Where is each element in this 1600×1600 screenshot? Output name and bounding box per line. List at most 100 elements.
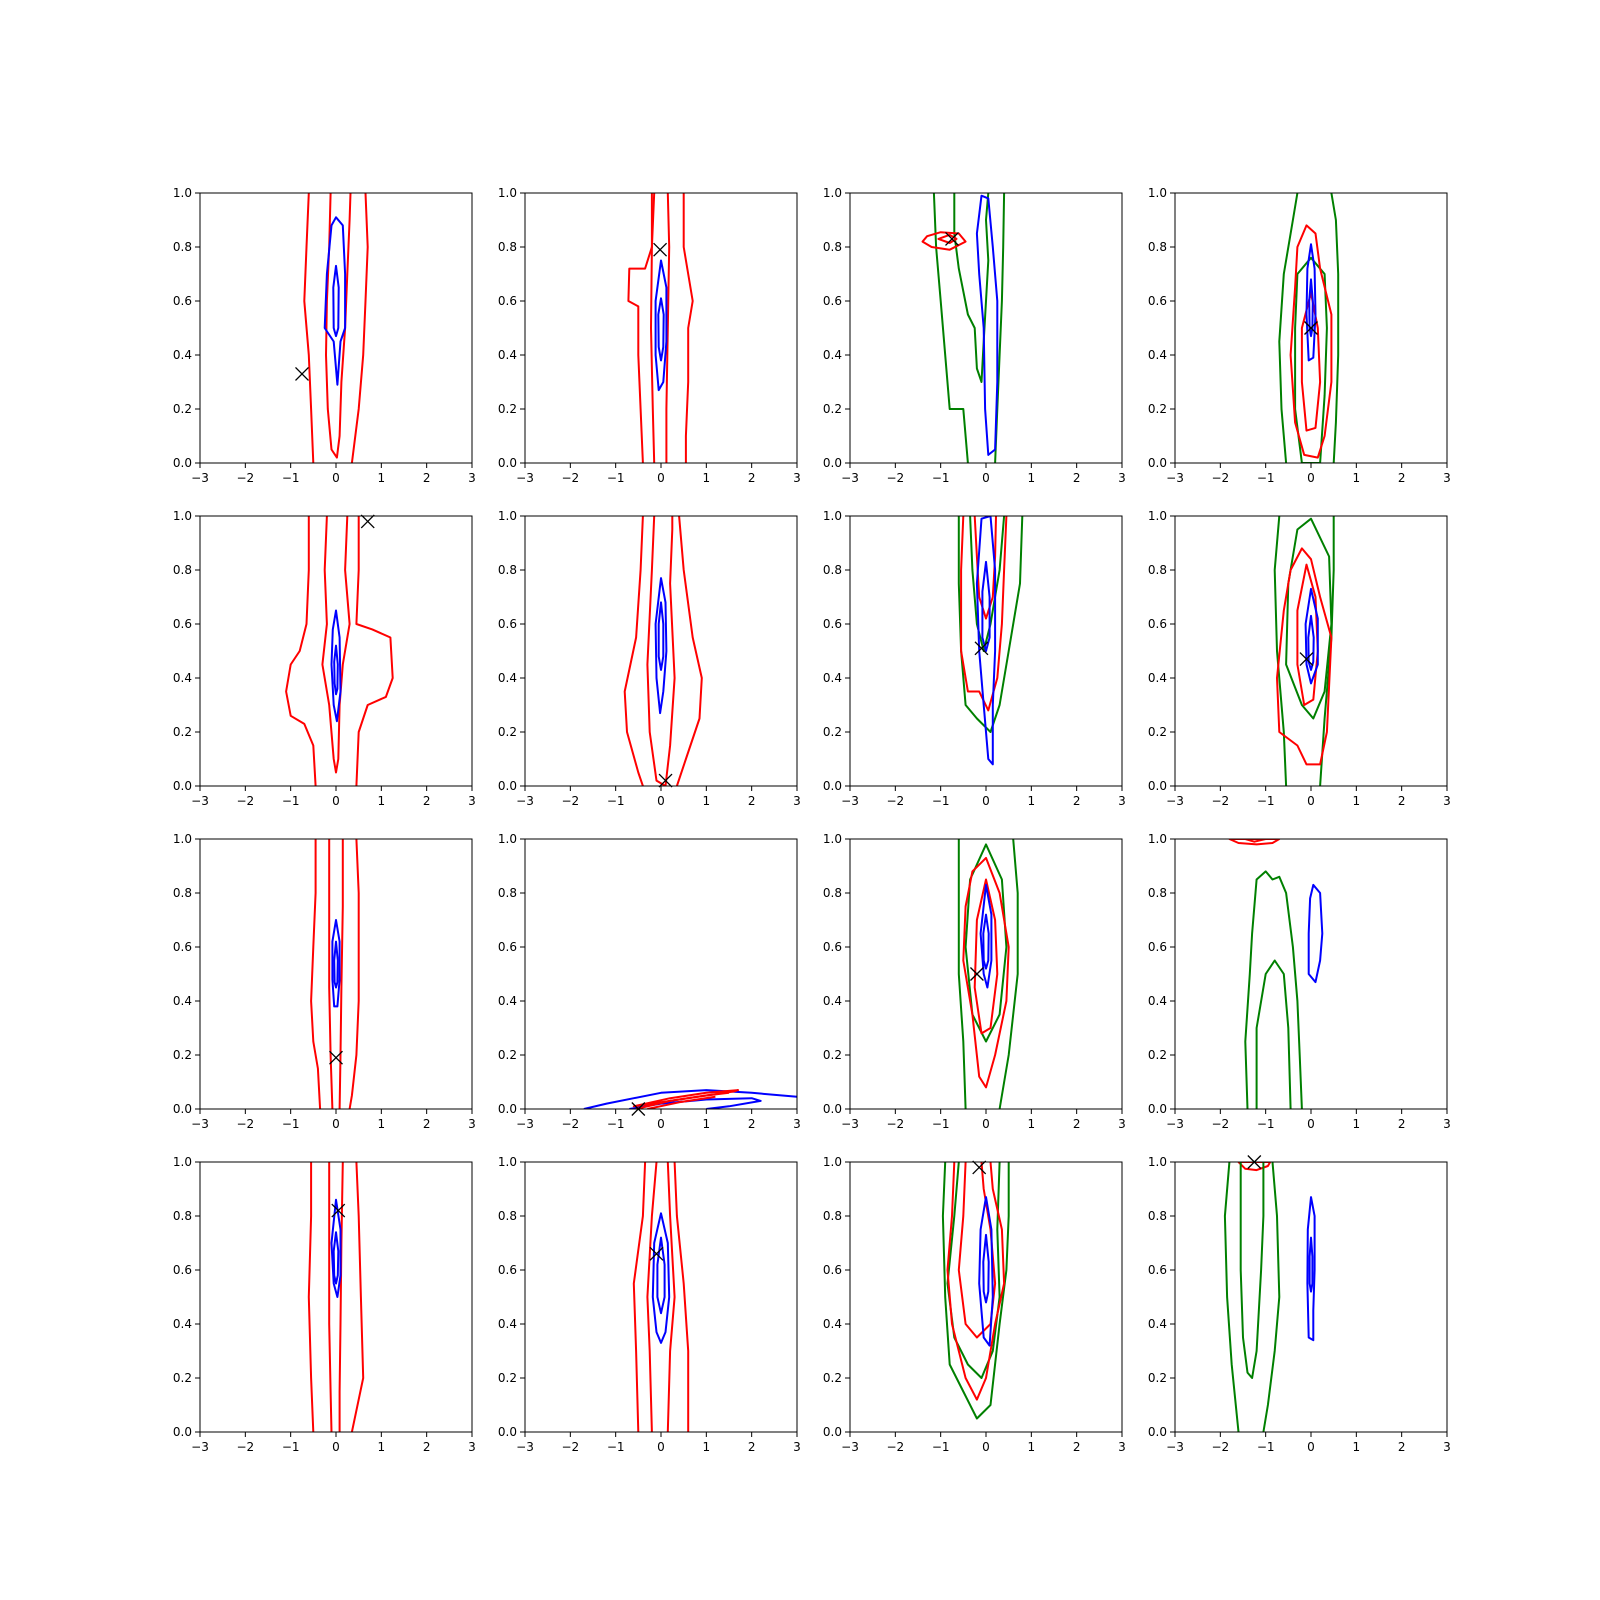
y-tick-label: 1.0 [498, 186, 517, 200]
contour-group [303, 193, 369, 463]
contour-line-5 [921, 231, 967, 251]
x-tick-label: 1 [1353, 1440, 1361, 1454]
x-tick-label: 2 [748, 794, 756, 808]
y-tick-label: 0.4 [823, 994, 842, 1008]
contour-line-1 [303, 193, 315, 463]
subplot-r4c2: −3 −2 −1 0 1 2 3 0.0 0.2 0.4 0.6 0.8 1.0 [498, 1155, 801, 1454]
axes-frame [524, 838, 798, 1110]
contour-group [632, 1162, 690, 1432]
contour-line-7 [982, 913, 990, 970]
x-tick-label: 2 [748, 1440, 756, 1454]
x-marker [969, 967, 984, 981]
y-tick-label: 0.0 [823, 1425, 842, 1439]
y-tick-label: 0.2 [1148, 402, 1167, 416]
contour-line-2 [673, 1162, 690, 1432]
subplot-r2c2: −3 −2 −1 0 1 2 3 0.0 0.2 0.4 0.6 0.8 1.0 [498, 509, 801, 808]
x-tick-label: −1 [282, 1440, 300, 1454]
y-tick-label: 0.0 [823, 779, 842, 793]
x-tick-label: −3 [841, 794, 859, 808]
x-tick-label: 3 [1443, 471, 1451, 485]
contour-line-4 [973, 516, 997, 620]
y-tick-label: 0.6 [1148, 1263, 1167, 1277]
contour-line-3 [646, 516, 676, 786]
axes-frame [1174, 515, 1448, 787]
x-tick-label: 3 [468, 1440, 476, 1454]
y-tick-label: 0.4 [498, 994, 517, 1008]
x-marker [945, 231, 959, 246]
contour-line-3 [953, 193, 990, 383]
y-tick-label: 0.2 [173, 1371, 192, 1385]
contour-group [921, 193, 1006, 463]
x-tick-label: 0 [657, 794, 665, 808]
y-tick-label: 1.0 [173, 832, 192, 846]
contour-line-2 [1223, 1162, 1240, 1432]
contour-line-1 [957, 516, 1024, 733]
y-tick-label: 0.6 [173, 1263, 192, 1277]
x-tick-label: −2 [886, 794, 904, 808]
axes-border [524, 515, 798, 787]
x-tick-label: 0 [1307, 1440, 1315, 1454]
y-tick-label: 1.0 [823, 186, 842, 200]
x-tick-label: 1 [378, 794, 386, 808]
y-tick-label: 0.0 [1148, 779, 1167, 793]
contour-line-4 [654, 577, 668, 715]
x-tick-label: 0 [982, 794, 990, 808]
x-tick-label: −2 [561, 794, 579, 808]
contour-line-5 [978, 1196, 994, 1347]
axes-border [199, 192, 473, 464]
y-tick-label: 0.2 [498, 402, 517, 416]
contour-line-5 [333, 644, 339, 696]
y-tick-label: 0.0 [498, 456, 517, 470]
contour-line-1 [632, 1162, 647, 1432]
axes-border [849, 192, 1123, 464]
contour-group [941, 1162, 1010, 1420]
x-tick-label: 3 [1443, 794, 1451, 808]
subplot-r1c1: −3 −2 −1 0 1 2 3 0.0 0.2 0.4 0.6 0.8 1.0 [173, 186, 476, 485]
contour-line-2 [355, 516, 394, 786]
contour-line-1 [310, 839, 322, 1109]
y-tick-label: 0.6 [1148, 617, 1167, 631]
x-tick-label: 1 [1028, 471, 1036, 485]
x-tick-label: 2 [1073, 1117, 1081, 1131]
x-tick-label: −3 [841, 1117, 859, 1131]
contour-line-3 [1262, 1162, 1281, 1432]
y-tick-label: 0.0 [1148, 1425, 1167, 1439]
x-tick-label: −3 [516, 1440, 534, 1454]
y-tick-label: 0.2 [498, 725, 517, 739]
axes-border [1174, 1161, 1448, 1433]
contour-line-2 [348, 839, 360, 1109]
contour-line-4 [330, 609, 342, 723]
subplot-r1c4: −3 −2 −1 0 1 2 3 0.0 0.2 0.4 0.6 0.8 1.0 [1148, 186, 1451, 485]
y-tick-label: 0.4 [173, 671, 192, 685]
y-tick-label: 1.0 [1148, 509, 1167, 523]
subplot-r4c3: −3 −2 −1 0 1 2 3 0.0 0.2 0.4 0.6 0.8 1.0 [823, 1155, 1126, 1454]
contour-line-4 [1239, 1162, 1265, 1379]
x-tick-label: −3 [841, 1440, 859, 1454]
x-tick-label: 1 [703, 1440, 711, 1454]
y-tick-label: 0.0 [498, 1425, 517, 1439]
x-tick-label: −3 [191, 794, 209, 808]
axes-border [1174, 838, 1448, 1110]
y-tick-label: 0.8 [173, 240, 192, 254]
y-tick-label: 0.0 [1148, 456, 1167, 470]
contour-line-4 [1255, 959, 1292, 1109]
contour-line-1 [1237, 1162, 1272, 1172]
x-tick-label: −2 [561, 1117, 579, 1131]
x-tick-label: 1 [1353, 1117, 1361, 1131]
contour-line-1 [1273, 516, 1288, 786]
x-tick-label: −3 [191, 471, 209, 485]
contour-line-1 [627, 193, 653, 463]
y-tick-label: 0.2 [173, 1048, 192, 1062]
y-tick-label: 0.2 [1148, 1371, 1167, 1385]
contour-line-1 [623, 516, 644, 786]
x-tick-label: 0 [1307, 794, 1315, 808]
contour-line-3 [964, 843, 1008, 1043]
x-tick-label: −2 [561, 471, 579, 485]
contour-line-3 [1294, 256, 1328, 463]
subplot-r4c4: −3 −2 −1 0 1 2 3 0.0 0.2 0.4 0.6 0.8 1.0 [1148, 1155, 1451, 1454]
x-tick-label: 0 [657, 471, 665, 485]
contour-line-3 [650, 193, 656, 463]
x-marker [1304, 321, 1318, 335]
x-tick-label: −1 [282, 1117, 300, 1131]
x-tick-label: 2 [1073, 471, 1081, 485]
